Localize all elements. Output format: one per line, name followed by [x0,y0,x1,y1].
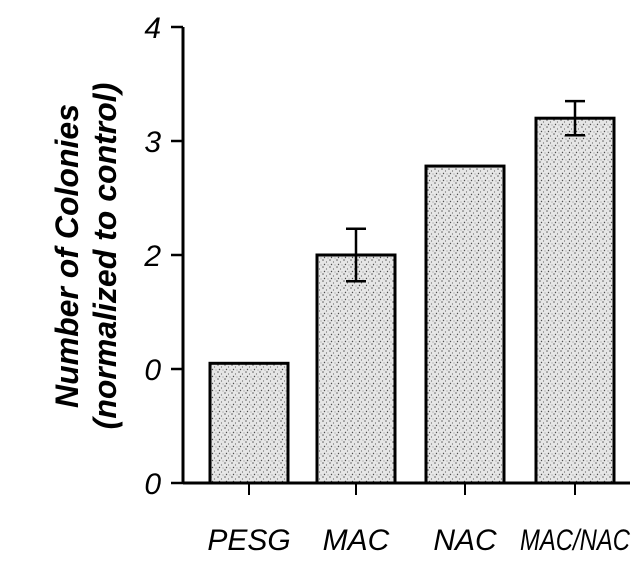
category-label-nac: NAC [433,524,497,557]
bar-mac [315,253,397,485]
bars [208,116,616,485]
y-axis-ticks: 0 0 2 3 4 [143,12,183,501]
bar-pesg [208,361,290,485]
category-label-mac-nac: MAC/NAC [520,524,630,557]
error-bars [346,99,585,283]
y-tick-label-2: 2 [143,240,161,273]
y-tick-label-0: 0 [144,468,161,501]
bar-nac [424,164,506,485]
category-label-mac: MAC [323,524,390,557]
y-tick-label-1: 0 [144,354,161,387]
y-axis-label-line-1: Number of Colonies [49,104,85,408]
error-bar-mac [346,227,366,283]
category-labels: PESG MAC NAC MAC/NAC [207,524,630,557]
error-bar-mac-nac [565,99,585,137]
y-axis-label: Number of Colonies (normalized to contro… [49,83,123,430]
bar-mac-nac [534,116,616,485]
category-label-pesg: PESG [207,524,290,557]
y-axis-label-line-2: (normalized to control) [87,83,123,430]
x-axis-ticks [248,483,576,495]
y-tick-label-3: 3 [144,126,161,159]
y-tick-label-4: 4 [144,12,161,45]
